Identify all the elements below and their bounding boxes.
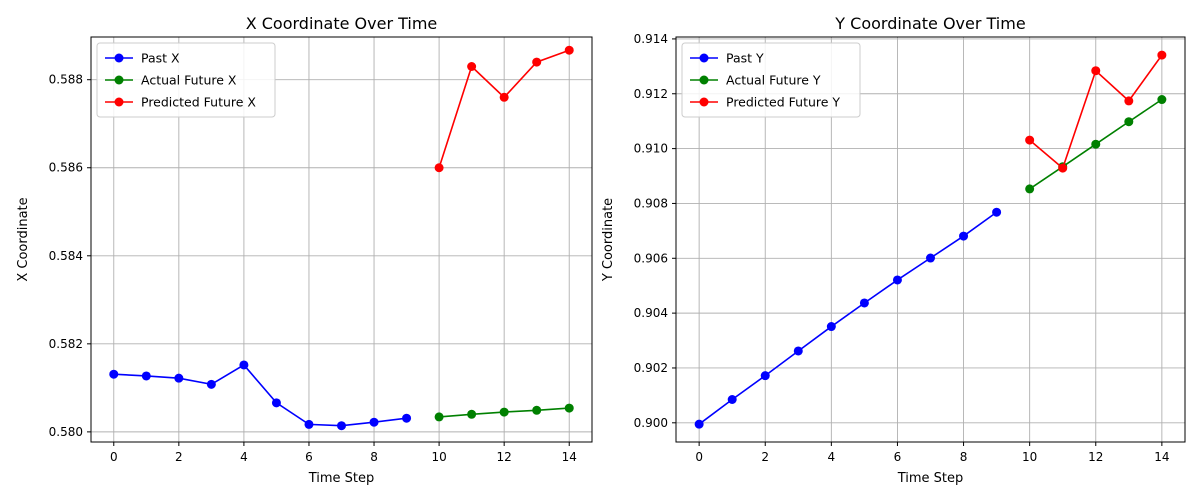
x-tick-label: 12 [497, 450, 512, 464]
data-point [1091, 66, 1101, 76]
data-point [992, 207, 1002, 217]
chart-title: Y Coordinate Over Time [834, 14, 1025, 33]
y-tick-label: 0.586 [49, 161, 83, 175]
y-tick-label: 0.580 [49, 425, 83, 439]
x-tick-label: 6 [894, 450, 902, 464]
data-point [532, 405, 542, 415]
data-point [337, 421, 346, 431]
x-tick-label: 10 [1022, 450, 1037, 464]
data-point [206, 379, 216, 389]
plot-frame [675, 36, 1186, 443]
x-axis-label: Time Step [308, 471, 375, 486]
legend: Past Y Actual Future Y Predicted Future Y [681, 42, 861, 118]
data-point [402, 413, 412, 423]
x-tick-label: 4 [828, 450, 836, 464]
legend-marker [699, 75, 709, 85]
y-tick-label: 0.910 [634, 142, 668, 156]
x-tick-label: 0 [110, 450, 118, 464]
data-point [1091, 139, 1101, 149]
x-axis-label: Time Step [897, 471, 964, 486]
data-point [499, 92, 509, 102]
data-point [1124, 96, 1134, 106]
data-point [1157, 50, 1167, 60]
y-tick-label: 0.912 [634, 87, 668, 101]
y-axis-label: Y Coordinate [601, 198, 616, 282]
x-tick-label: 14 [1154, 450, 1169, 464]
y-coordinate-chart: Y Coordinate Over Time Time Step Y Coord… [601, 14, 1186, 486]
y-tick-label: 0.908 [634, 196, 668, 210]
y-tick-label: 0.914 [634, 32, 668, 46]
data-point [239, 360, 249, 370]
data-point [304, 419, 314, 429]
data-point [727, 394, 737, 404]
data-point [793, 346, 803, 356]
data-point [141, 371, 151, 381]
data-point [826, 322, 836, 332]
legend-marker [699, 97, 709, 107]
legend-label: Predicted Future Y [726, 95, 840, 110]
plot-frame [90, 36, 593, 443]
data-point [109, 369, 119, 379]
data-point [369, 417, 379, 427]
series-line [113, 363, 407, 427]
y-tick-label: 0.904 [634, 306, 668, 320]
y-tick-label: 0.582 [49, 337, 83, 351]
data-point [467, 409, 477, 419]
data-point [760, 371, 770, 381]
x-tick-label: 8 [960, 450, 968, 464]
legend-label: Past Y [726, 51, 764, 66]
x-coordinate-chart: X Coordinate Over Time Time Step X Coord… [16, 14, 593, 486]
data-point [434, 163, 444, 173]
data-point [694, 419, 704, 429]
legend-marker [114, 53, 124, 63]
x-tick-label: 0 [695, 450, 703, 464]
data-point [1157, 95, 1167, 105]
data-point [499, 407, 509, 417]
legend-marker [699, 53, 709, 63]
data-point [271, 398, 281, 408]
x-tick-label: 10 [431, 450, 446, 464]
x-tick-label: 14 [562, 450, 577, 464]
legend-label: Actual Future X [141, 73, 237, 88]
legend-label: Past X [141, 51, 180, 66]
data-point [532, 57, 542, 67]
data-point [959, 231, 969, 241]
legend-label: Predicted Future X [141, 95, 256, 110]
legend-marker [114, 97, 124, 107]
legend-box [96, 42, 276, 118]
data-point [1124, 117, 1134, 127]
data-point [1025, 184, 1035, 194]
legend-marker [114, 75, 124, 85]
data-point [434, 412, 444, 422]
legend-label: Actual Future Y [726, 73, 821, 88]
x-tick-label: 12 [1088, 450, 1103, 464]
x-tick-label: 2 [761, 450, 769, 464]
data-point [892, 275, 902, 285]
data-point [1025, 135, 1035, 145]
series-line [698, 211, 998, 425]
y-tick-label: 0.588 [49, 73, 83, 87]
data-point [174, 373, 184, 383]
data-point [859, 298, 869, 308]
y-axis-label: X Coordinate [16, 197, 31, 281]
x-tick-label: 8 [370, 450, 378, 464]
x-tick-label: 2 [175, 450, 183, 464]
data-point [467, 61, 477, 71]
y-tick-label: 0.902 [634, 361, 668, 375]
legend: Past X Actual Future X Predicted Future X [96, 42, 276, 118]
y-tick-label: 0.900 [634, 416, 668, 430]
x-tick-label: 4 [240, 450, 248, 464]
data-point [564, 45, 574, 55]
y-tick-label: 0.584 [49, 249, 83, 263]
legend-box [681, 42, 861, 118]
data-point [926, 253, 935, 263]
y-tick-label: 0.906 [634, 251, 668, 265]
chart-title: X Coordinate Over Time [246, 14, 438, 33]
data-point [564, 403, 574, 413]
x-tick-label: 6 [305, 450, 313, 464]
data-point [1058, 163, 1068, 173]
